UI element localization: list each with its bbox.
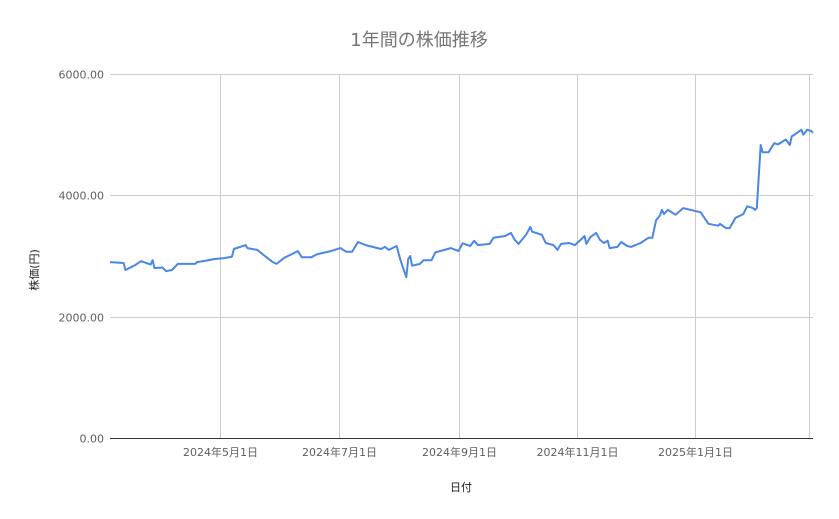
x-tick-label: 2024年9月1日 [422,445,497,459]
chart-title: 1年間の株価推移 [350,30,487,51]
y-axis-title: 株価(円) [27,249,41,291]
x-axis-ticks: 2024年5月1日 2024年7月1日 2024年9月1日 2024年11月1日 202… [183,445,733,459]
x-tick-label: 2024年7月1日 [302,445,377,459]
x-tick-label: 2025年1月1日 [658,445,733,459]
x-tick-label: 2024年11月1日 [537,445,619,459]
gridlines [110,74,813,438]
y-tick-label: 4000.00 [59,190,105,203]
y-tick-label: 6000.00 [59,69,105,82]
series-layer [109,128,814,279]
y-axis-ticks: 0.00 2000.00 4000.00 6000.00 [59,69,105,446]
y-tick-label: 0.00 [80,433,105,446]
x-tick-label: 2024年5月1日 [183,445,258,459]
series-line [109,128,814,279]
y-tick-label: 2000.00 [59,312,105,325]
x-axis-title: 日付 [450,481,472,494]
